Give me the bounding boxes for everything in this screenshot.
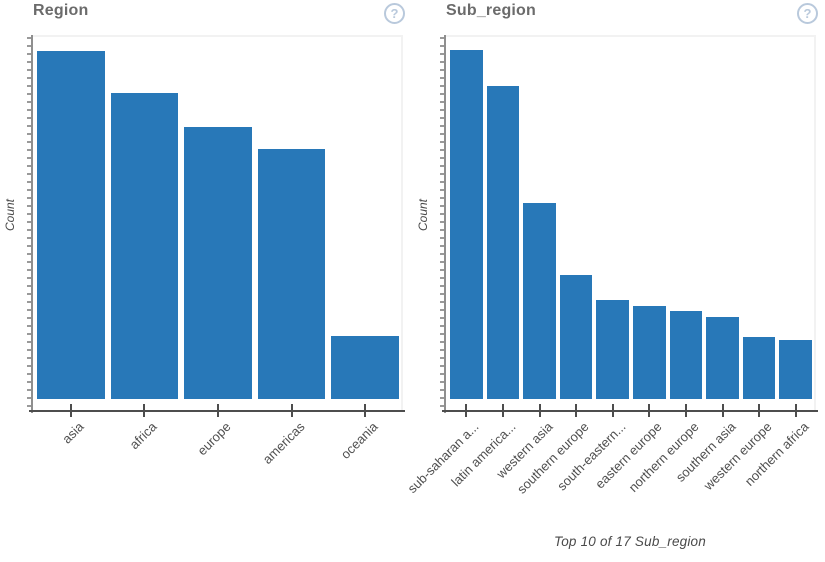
bar-western-asia[interactable] (523, 203, 556, 399)
x-axis-tick (538, 404, 541, 417)
bar-northern-africa[interactable] (779, 340, 812, 399)
x-axis-tick (143, 404, 146, 417)
bar-asia[interactable] (37, 51, 105, 399)
chart-caption: Top 10 of 17 Sub_region (554, 534, 706, 549)
x-axis-tick (290, 404, 293, 417)
bar-oceania[interactable] (331, 336, 399, 399)
bar-sub-saharan-a-[interactable] (450, 50, 483, 399)
bar-africa[interactable] (110, 93, 179, 399)
y-axis (31, 35, 33, 413)
bar-south-eastern-[interactable] (596, 300, 629, 399)
bar-eastern-europe[interactable] (633, 306, 666, 399)
y-axis (444, 35, 446, 413)
help-icon[interactable]: ? (797, 3, 818, 24)
x-axis-tick (758, 404, 761, 417)
bar-europe[interactable] (184, 127, 252, 399)
bar-southern-asia[interactable] (706, 317, 739, 399)
x-axis-tick (364, 404, 367, 417)
x-axis-tick (794, 404, 797, 417)
y-axis-label: Count (3, 198, 17, 232)
x-axis-tick (217, 404, 219, 417)
bar-southern-europe[interactable] (559, 275, 593, 399)
x-axis (442, 410, 818, 412)
chart-title: Region (33, 2, 89, 19)
chart-title: Sub_region (446, 2, 537, 19)
bars-container (448, 35, 814, 399)
bar-northern-europe[interactable] (669, 311, 703, 399)
x-axis-tick (721, 404, 724, 417)
bar-latin-america-[interactable] (486, 86, 520, 399)
x-axis-tick (684, 404, 687, 417)
y-axis-minor-ticks (27, 37, 31, 411)
x-axis-tick (69, 404, 72, 417)
x-axis-label: asia (58, 419, 87, 447)
y-axis-minor-ticks (440, 37, 444, 411)
x-axis-tick (575, 404, 578, 417)
bars-container (35, 35, 401, 399)
bar-americas[interactable] (257, 149, 326, 399)
help-icon[interactable]: ? (384, 3, 405, 24)
y-axis-label: Count (416, 198, 430, 232)
x-axis-tick (611, 404, 614, 417)
x-axis-tick (501, 404, 504, 417)
bar-western-europe[interactable] (742, 337, 776, 399)
chart-panel-sub-region: Sub_region ? Count Top 10 of 17 Sub_regi… (405, 0, 825, 562)
x-axis-tick (465, 404, 468, 417)
chart-panel-region: Region ? Count asia africa europe americas o… (0, 0, 412, 562)
x-axis-tick (648, 404, 651, 417)
